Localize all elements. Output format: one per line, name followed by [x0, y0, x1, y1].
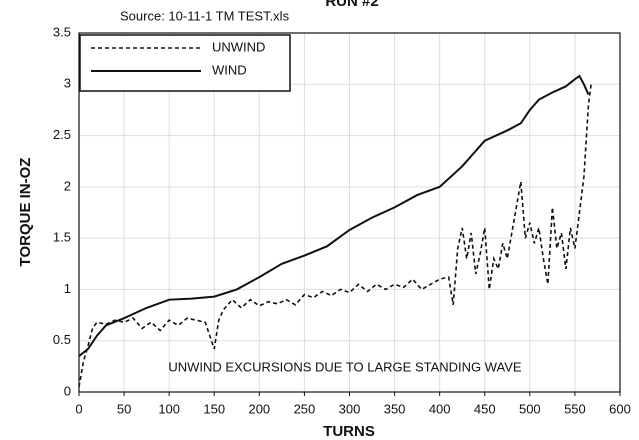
- x-tick-label: 300: [339, 401, 361, 416]
- x-tick-label: 550: [564, 401, 586, 416]
- x-tick-label: 150: [203, 401, 225, 416]
- chart-title: RUN #2: [325, 0, 378, 10]
- x-tick-label: 200: [248, 401, 270, 416]
- y-tick-label: 2: [64, 178, 71, 193]
- legend-label: WIND: [212, 62, 247, 77]
- y-tick-label: 1: [64, 281, 71, 296]
- y-tick-label: 0: [64, 383, 71, 398]
- x-tick-label: 100: [158, 401, 180, 416]
- x-tick-label: 350: [384, 401, 406, 416]
- x-tick-label: 0: [75, 401, 82, 416]
- x-tick-label: 600: [609, 401, 631, 416]
- x-tick-label: 400: [429, 401, 451, 416]
- x-tick-label: 250: [294, 401, 316, 416]
- annotation: UNWIND EXCURSIONS DUE TO LARGE STANDING …: [168, 359, 522, 374]
- x-axis-label: TURNS: [323, 423, 375, 440]
- legend-label: UNWIND: [212, 39, 265, 54]
- y-tick-label: 0.5: [53, 332, 71, 347]
- legend-box: [79, 34, 291, 92]
- y-axis-label: TORQUE IN-OZ: [17, 158, 34, 267]
- y-tick-label: 3: [64, 76, 71, 91]
- y-tick-label: 3.5: [53, 24, 71, 39]
- chart-subtitle: Source: 10-11-1 TM TEST.xls: [120, 8, 290, 23]
- y-tick-label: 1.5: [53, 230, 71, 245]
- y-tick-label: 2.5: [53, 127, 71, 142]
- x-tick-label: 500: [519, 401, 541, 416]
- x-tick-label: 50: [117, 401, 131, 416]
- data-line: [78, 84, 592, 388]
- plot-frame: [78, 32, 621, 393]
- x-tick-label: 450: [474, 401, 496, 416]
- data-line: [78, 74, 590, 357]
